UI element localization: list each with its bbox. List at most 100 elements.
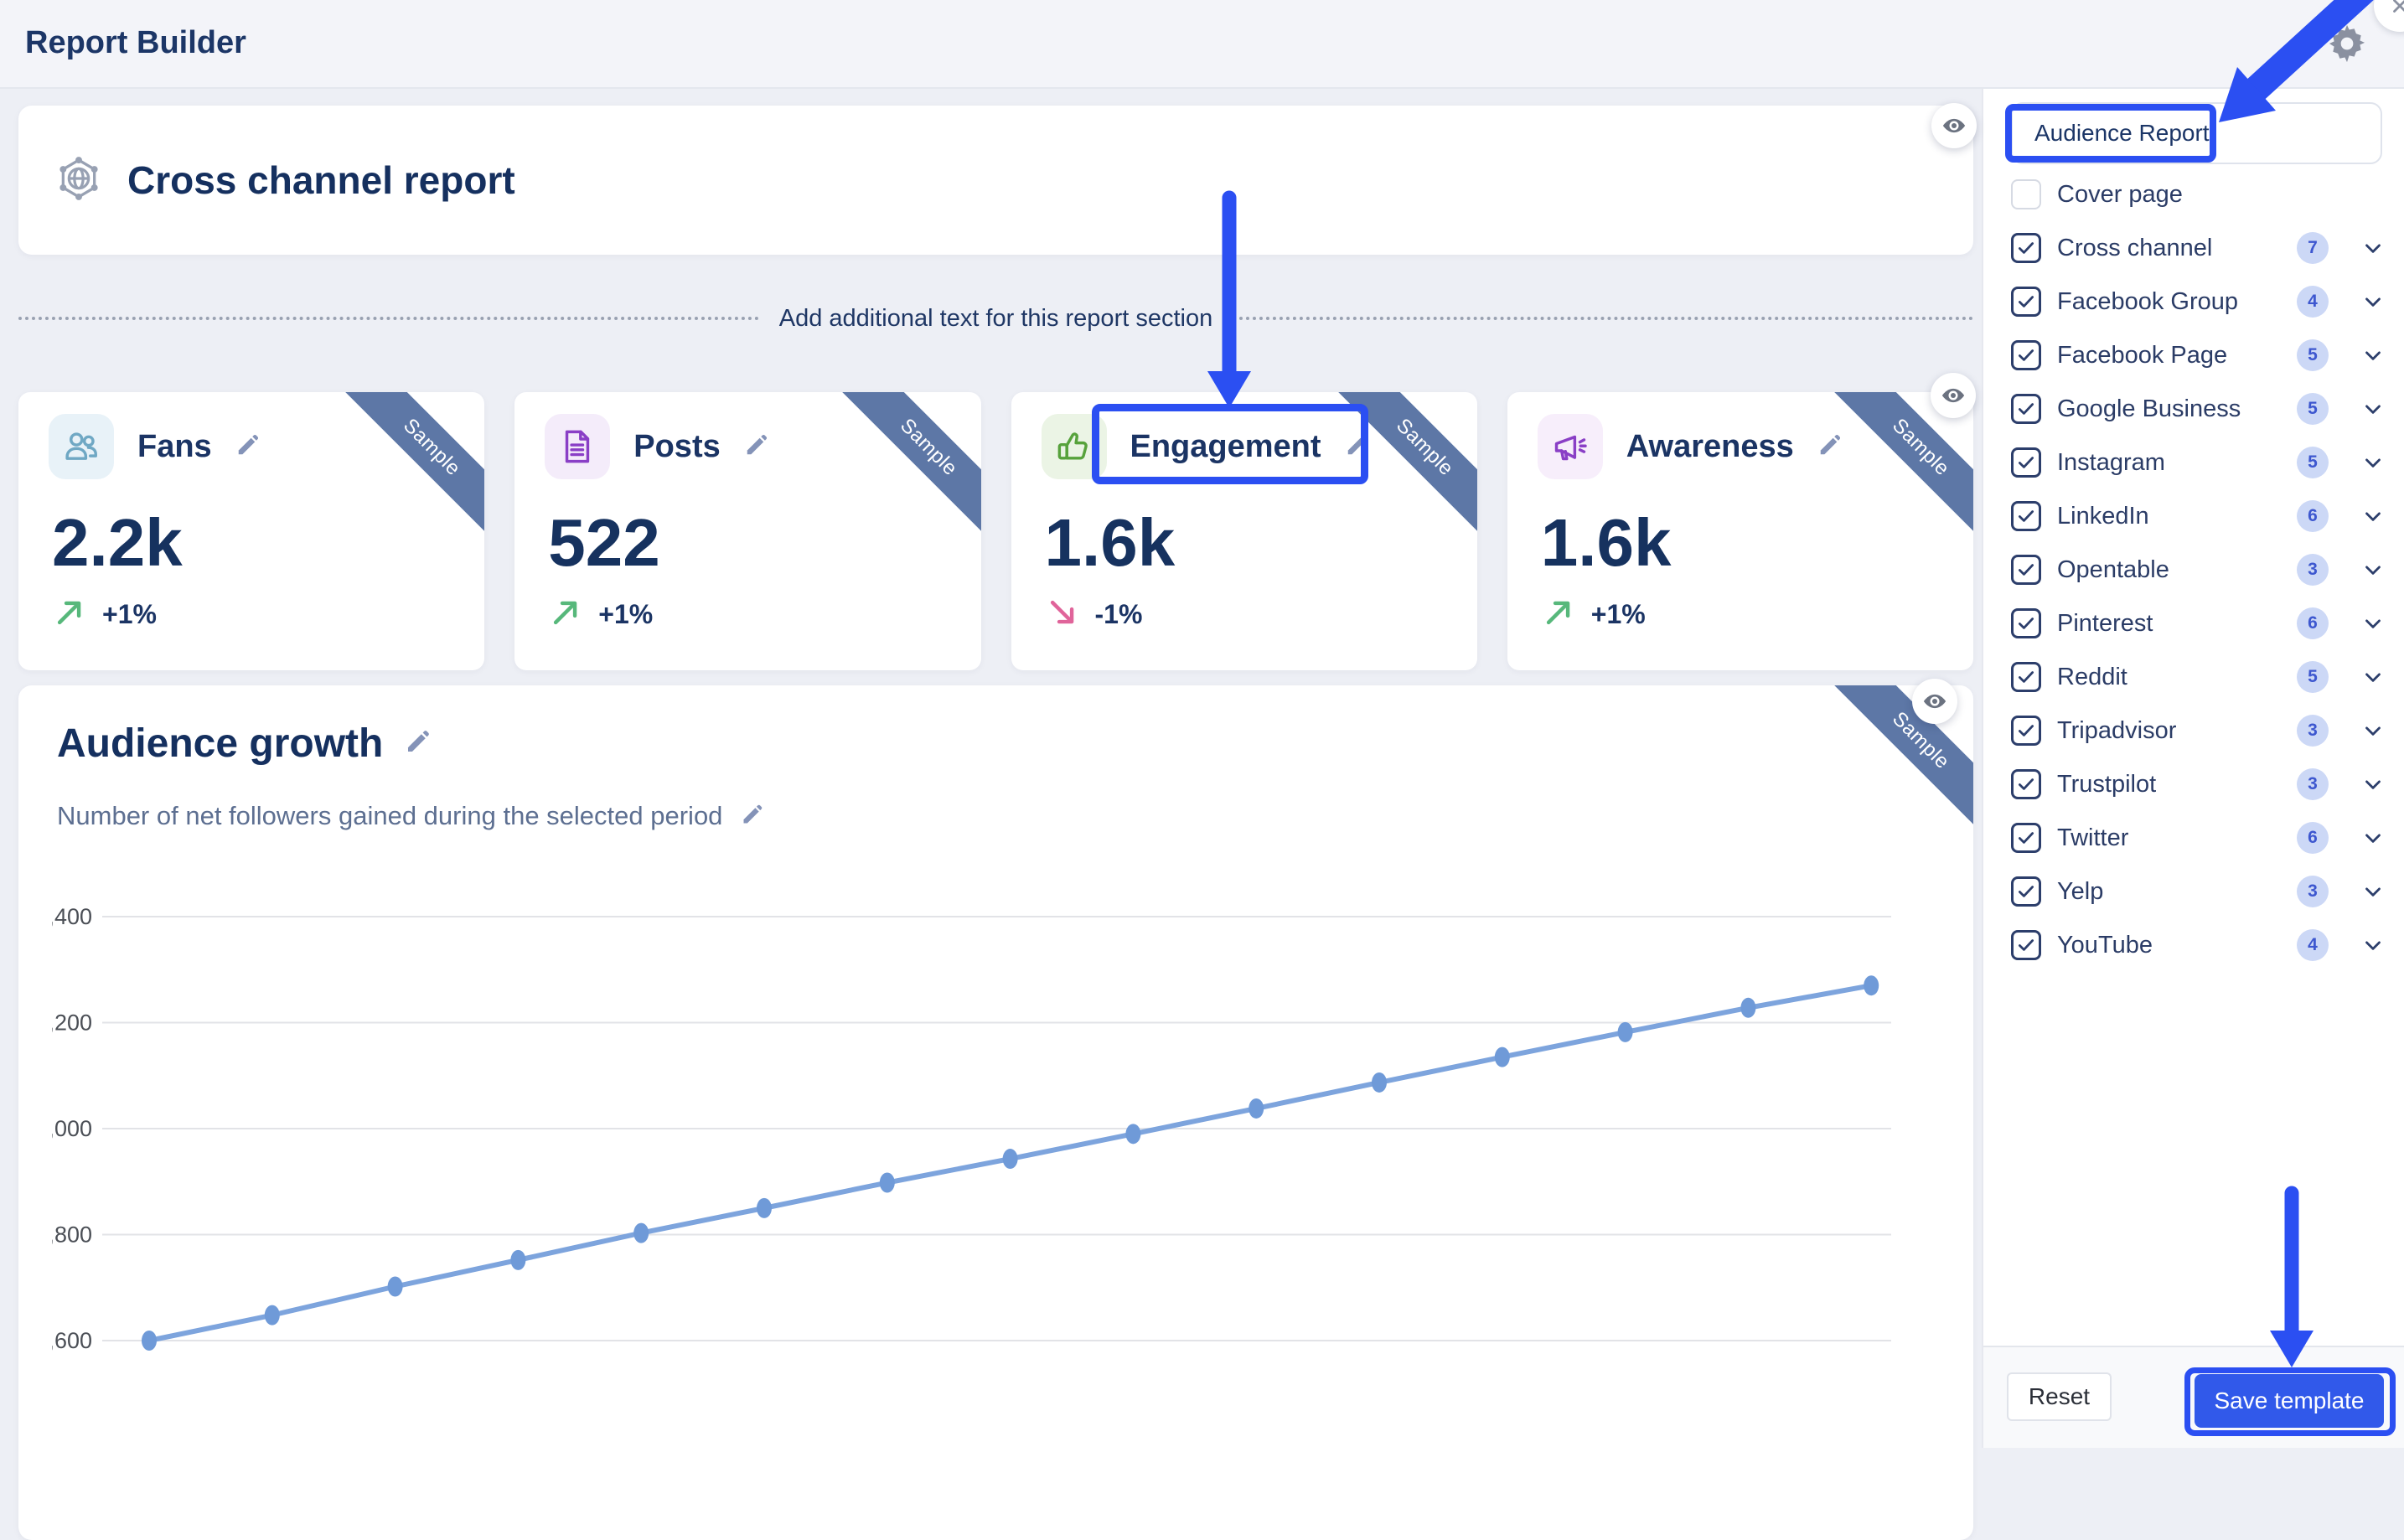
dotted-line xyxy=(18,317,759,320)
svg-text:2,200: 2,200 xyxy=(52,1010,92,1036)
sidebar-item-label: Trustpilot xyxy=(2057,770,2157,798)
gear-icon[interactable] xyxy=(2325,22,2369,65)
count-badge: 3 xyxy=(2297,768,2329,800)
sidebar-item-label: YouTube xyxy=(2057,931,2153,959)
chevron-down-icon[interactable] xyxy=(2360,450,2386,475)
checkbox[interactable] xyxy=(2011,608,2041,638)
sidebar-item-tripadvisor[interactable]: Tripadvisor 3 xyxy=(1983,704,2404,757)
stat-card-value: 1.6k xyxy=(1044,505,1176,580)
checkbox[interactable] xyxy=(2011,233,2041,263)
checkbox[interactable] xyxy=(2011,179,2041,209)
chevron-down-icon[interactable] xyxy=(2360,825,2386,850)
count-badge: 5 xyxy=(2297,393,2329,425)
sidebar-item-linkedin[interactable]: LinkedIn 6 xyxy=(1983,489,2404,543)
sidebar-item-yelp[interactable]: Yelp 3 xyxy=(1983,865,2404,918)
stat-card-label: Engagement xyxy=(1130,428,1321,464)
report-section-header-card: Cross channel report xyxy=(18,103,1977,255)
checkbox[interactable] xyxy=(2011,716,2041,746)
chevron-down-icon[interactable] xyxy=(2360,772,2386,797)
reset-button[interactable]: Reset xyxy=(2007,1372,2112,1421)
toggle-section-visibility-eye-icon[interactable] xyxy=(1931,103,1977,148)
count-badge: 6 xyxy=(2297,607,2329,639)
section-checklist: Cover page Cross channel 7 Facebook Group 4 F… xyxy=(1983,168,2404,972)
template-name-input[interactable]: Audience Report xyxy=(2005,102,2382,164)
count-badge: 7 xyxy=(2297,232,2329,264)
edit-pencil-icon[interactable] xyxy=(405,728,432,759)
page-title: Report Builder xyxy=(25,25,246,60)
sidebar-item-instagram[interactable]: Instagram 5 xyxy=(1983,436,2404,489)
chevron-down-icon[interactable] xyxy=(2360,557,2386,582)
stat-card-delta: -1% xyxy=(1094,599,1143,629)
hexagon-globe-icon xyxy=(55,155,102,206)
edit-pencil-icon[interactable] xyxy=(1817,432,1843,462)
save-template-button[interactable]: Save template xyxy=(2195,1374,2384,1428)
chevron-down-icon[interactable] xyxy=(2360,289,2386,314)
checkbox[interactable] xyxy=(2011,501,2041,531)
sidebar-item-label: Tripadvisor xyxy=(2057,716,2177,744)
sidebar-item-reddit[interactable]: Reddit 5 xyxy=(1983,650,2404,704)
app-header: Report Builder xyxy=(0,0,2404,89)
sidebar-item-label: Cross channel xyxy=(2057,234,2213,261)
count-badge: 5 xyxy=(2297,339,2329,371)
sidebar-item-google-business[interactable]: Google Business 5 xyxy=(1983,382,2404,436)
svg-text:2,000: 2,000 xyxy=(52,1116,92,1141)
users-icon xyxy=(49,414,114,479)
toggle-stats-visibility-eye-icon[interactable] xyxy=(1931,373,1976,418)
chevron-down-icon[interactable] xyxy=(2360,611,2386,636)
sidebar-item-label: Yelp xyxy=(2057,877,2104,905)
sidebar-item-youtube[interactable]: YouTube 4 xyxy=(1983,918,2404,972)
edit-pencil-icon[interactable] xyxy=(741,803,764,830)
stat-card-posts: Sample Posts 522 +1% xyxy=(514,392,981,670)
close-icon[interactable] xyxy=(2374,0,2404,32)
sidebar-item-twitter[interactable]: Twitter 6 xyxy=(1983,811,2404,865)
count-badge: 3 xyxy=(2297,876,2329,907)
template-sidebar: Audience Report Cover page Cross channel 7… xyxy=(1982,87,2404,1448)
chevron-down-icon[interactable] xyxy=(2360,235,2386,261)
sidebar-item-opentable[interactable]: Opentable 3 xyxy=(1983,543,2404,597)
checkbox[interactable] xyxy=(2011,769,2041,799)
chevron-down-icon[interactable] xyxy=(2360,718,2386,743)
count-badge: 6 xyxy=(2297,500,2329,532)
edit-pencil-icon[interactable] xyxy=(744,432,769,462)
sidebar-item-label: Facebook Page xyxy=(2057,341,2228,369)
checkbox[interactable] xyxy=(2011,823,2041,853)
sidebar-item-facebook-group[interactable]: Facebook Group 4 xyxy=(1983,275,2404,328)
chevron-down-icon[interactable] xyxy=(2360,933,2386,958)
sidebar-item-facebook-page[interactable]: Facebook Page 5 xyxy=(1983,328,2404,382)
checkbox[interactable] xyxy=(2011,555,2041,585)
svg-text:1,600: 1,600 xyxy=(52,1328,92,1353)
toggle-chart-visibility-eye-icon[interactable] xyxy=(1912,679,1957,724)
sidebar-item-cover-page[interactable]: Cover page xyxy=(1983,168,2404,221)
trend-up-arrow-icon xyxy=(550,597,582,633)
checkbox[interactable] xyxy=(2011,447,2041,478)
checkbox[interactable] xyxy=(2011,340,2041,370)
stat-card-awareness: Sample Awareness 1.6k +1% xyxy=(1507,392,1973,670)
dotted-line xyxy=(1233,317,1973,320)
count-badge: 3 xyxy=(2297,715,2329,747)
stat-cards-row: Sample Fans 2.2k +1% Sample Posts 522 +1% Sample… xyxy=(18,373,1976,670)
checkbox[interactable] xyxy=(2011,287,2041,317)
chevron-down-icon[interactable] xyxy=(2360,504,2386,529)
checkbox[interactable] xyxy=(2011,662,2041,692)
sidebar-item-pinterest[interactable]: Pinterest 6 xyxy=(1983,597,2404,650)
trend-up-arrow-icon xyxy=(54,597,85,633)
edit-pencil-icon[interactable] xyxy=(235,432,261,462)
chevron-down-icon[interactable] xyxy=(2360,343,2386,368)
sidebar-item-cross-channel[interactable]: Cross channel 7 xyxy=(1983,221,2404,275)
audience-growth-line-chart: 2,400 2,200 2,000 1,800 1,600 xyxy=(35,886,1954,1439)
sidebar-item-label: Reddit xyxy=(2057,663,2127,690)
add-text-divider[interactable]: Add additional text for this report sect… xyxy=(18,300,1973,337)
chevron-down-icon[interactable] xyxy=(2360,879,2386,904)
megaphone-icon xyxy=(1537,414,1603,479)
checkbox[interactable] xyxy=(2011,930,2041,960)
chevron-down-icon[interactable] xyxy=(2360,396,2386,421)
checkbox[interactable] xyxy=(2011,394,2041,424)
sidebar-item-label: Twitter xyxy=(2057,824,2129,851)
count-badge: 5 xyxy=(2297,447,2329,478)
stat-card-label: Posts xyxy=(633,428,721,464)
report-canvas: Cross channel report Add additional text… xyxy=(0,87,1982,1540)
add-text-label[interactable]: Add additional text for this report sect… xyxy=(778,304,1213,332)
checkbox[interactable] xyxy=(2011,876,2041,907)
chevron-down-icon[interactable] xyxy=(2360,664,2386,690)
sidebar-item-trustpilot[interactable]: Trustpilot 3 xyxy=(1983,757,2404,811)
